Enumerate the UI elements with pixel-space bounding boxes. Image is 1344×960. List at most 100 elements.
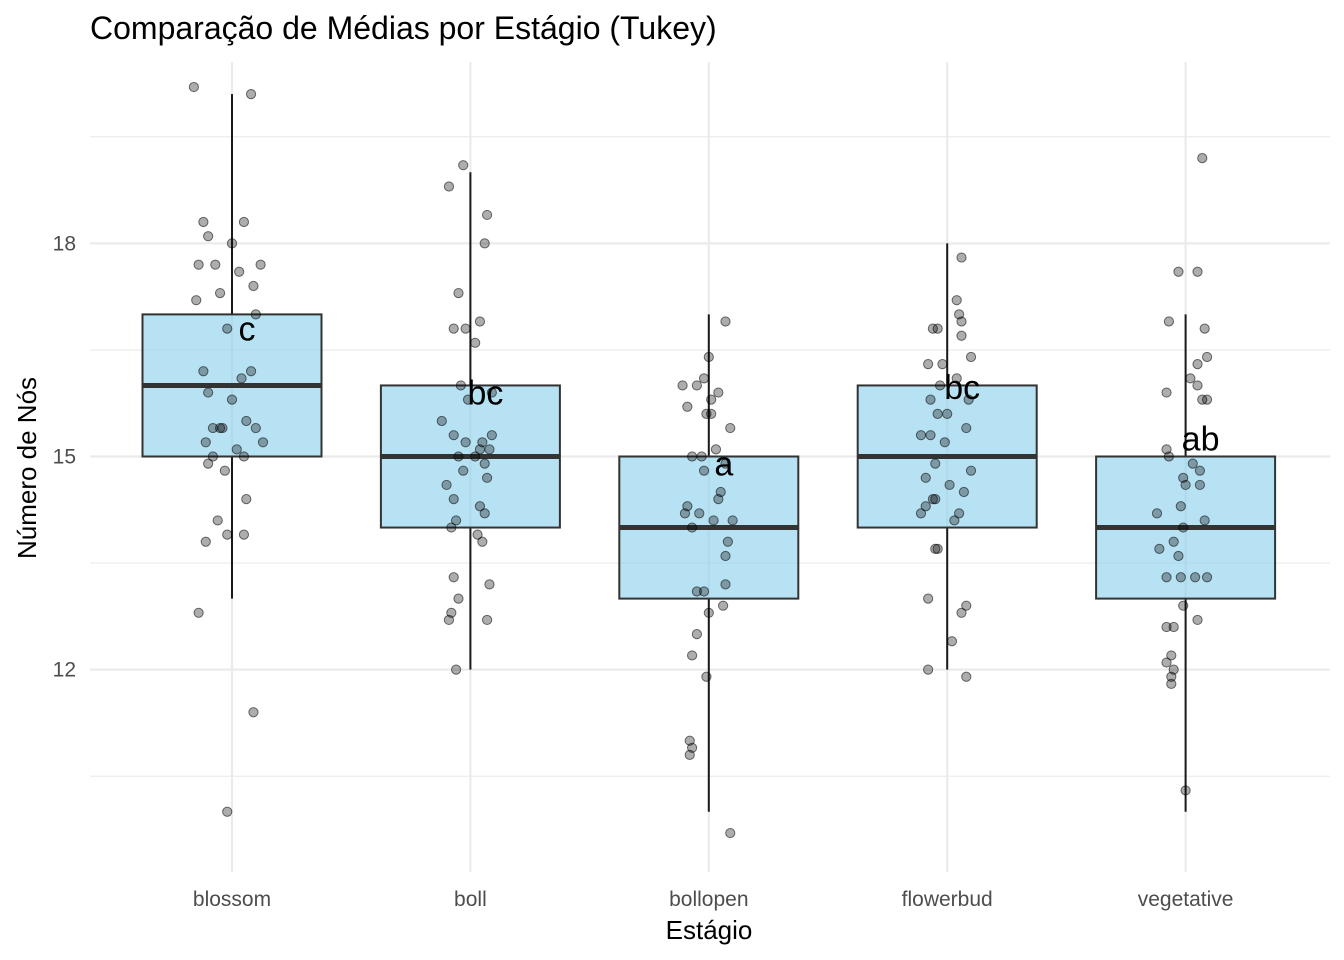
data-point [460,437,471,448]
tukey-letter: bc [467,375,503,413]
data-point [1173,550,1184,562]
y-tick-label: 15 [53,446,76,469]
data-point [200,536,211,547]
data-point [479,458,490,469]
x-tick-label: bollopen [669,888,748,911]
data-point [684,749,695,761]
data-point [927,494,938,505]
data-point [963,394,974,405]
whiskers [231,94,1187,812]
data-point [453,593,464,604]
data-point [920,501,931,512]
data-point [207,422,219,434]
data-point [481,209,493,221]
data-point [679,508,691,519]
data-point [458,465,469,476]
y-tick-labels: 12 15 18 [53,232,76,681]
data-point [713,494,724,505]
data-point [450,515,462,526]
data-point [241,494,252,505]
data-point [939,437,950,448]
data-point [1192,380,1203,391]
data-point [1166,678,1177,689]
data-point [725,827,736,839]
data-point [238,529,250,540]
data-point [207,451,219,462]
data-point [479,508,490,519]
data-point [241,415,252,427]
y-tick-label: 12 [53,659,76,682]
data-point [250,309,261,320]
data-point [687,522,698,533]
data-point [925,430,936,441]
data-point [703,351,714,363]
data-point [698,465,710,476]
data-point [925,394,936,405]
data-point [1180,785,1191,796]
data-point [200,437,211,448]
jitter-points [188,81,1213,839]
data-point [694,508,705,519]
data-point [238,451,250,462]
data-point [915,430,927,441]
tukey-letter: a [714,446,733,484]
data-point [942,408,953,419]
data-point [226,394,238,405]
data-point [257,437,269,448]
data-point [1178,600,1189,611]
data-point [446,522,457,533]
data-point [944,479,955,491]
data-point [956,330,967,341]
tukey-letter: bc [944,369,980,407]
data-point [1192,266,1203,277]
data-point [720,458,731,469]
data-point [708,515,719,526]
data-point [727,515,738,526]
data-point [1194,479,1206,491]
data-point [198,216,209,228]
data-point [234,266,245,277]
data-point [920,472,931,483]
data-point [453,287,464,299]
data-point [687,650,698,661]
data-point [713,387,724,398]
data-point [481,614,493,626]
tukey-letter: c [239,311,256,349]
data-point [1151,508,1163,519]
data-point [484,444,495,455]
data-point [1192,614,1203,626]
data-point [932,408,943,419]
data-point [472,529,483,540]
data-point [198,366,209,377]
x-tick-label: blossom [193,888,271,911]
data-point [214,422,226,434]
data-point [470,337,481,348]
data-point [915,508,927,519]
x-tick-label: boll [454,888,487,911]
data-point [238,216,250,228]
data-point [946,636,958,647]
data-point [687,451,698,462]
data-point [703,607,714,618]
data-point [701,671,712,682]
data-point [441,479,452,491]
data-point [203,387,214,398]
data-point [214,287,226,299]
data-point [677,380,688,391]
data-point [1201,394,1213,405]
data-point [474,316,486,327]
data-point [250,422,261,434]
data-point [1199,323,1210,334]
data-point [961,600,972,611]
data-point [956,316,967,327]
data-point [486,387,497,398]
data-point [443,614,455,626]
data-point [710,444,722,455]
y-axis-title: Número de Nós [12,377,42,559]
data-point [448,323,459,334]
data-point [1161,572,1172,583]
data-point [1199,515,1210,526]
data-point [1168,536,1179,547]
data-point [1180,479,1191,491]
